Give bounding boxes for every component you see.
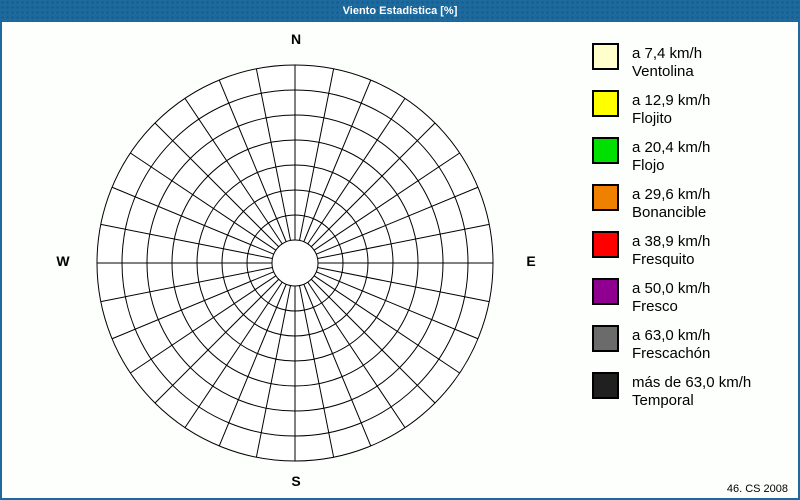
grid-spoke — [154, 122, 280, 248]
legend-speed-label: a 50,0 km/h — [632, 280, 711, 297]
legend-speed-label: a 38,9 km/h — [632, 233, 711, 250]
legend-name-label: Flojo — [632, 157, 665, 174]
grid-spoke — [313, 152, 460, 251]
compass-label-south: S — [291, 473, 301, 489]
legend-swatch — [592, 278, 619, 305]
grid-spoke — [218, 79, 287, 242]
compass-label-west: W — [56, 253, 70, 269]
title-bar[interactable]: Viento Estadística [%] — [0, 0, 800, 22]
grid-spoke — [303, 79, 372, 242]
legend-name-label: Ventolina — [632, 63, 694, 80]
grid-spoke — [111, 271, 274, 340]
grid-spoke — [298, 285, 335, 458]
legend-item: a 38,9 km/h Fresquito — [592, 231, 792, 278]
legend-swatch — [592, 43, 619, 70]
grid-spoke — [184, 98, 283, 245]
legend-swatch — [592, 325, 619, 352]
legend-item: a 20,4 km/h Flojo — [592, 137, 792, 184]
legend-swatch — [592, 184, 619, 211]
legend: a 7,4 km/h Ventolina a 12,9 km/h Flojito a 2… — [592, 43, 792, 419]
legend-item: a 29,6 km/h Bonancible — [592, 184, 792, 231]
grid-spoke — [317, 223, 490, 260]
grid-spoke — [310, 278, 436, 404]
grid-spoke — [317, 266, 490, 303]
legend-item: a 12,9 km/h Flojito — [592, 90, 792, 137]
legend-swatch — [592, 231, 619, 258]
legend-label: a 50,0 km/h Fresco — [632, 280, 710, 316]
legend-item: más de 63,0 km/h Temporal — [592, 372, 792, 419]
legend-swatch — [592, 90, 619, 117]
grid-spoke — [316, 271, 479, 340]
grid-spoke — [255, 68, 292, 241]
legend-swatch — [592, 372, 619, 399]
legend-speed-label: a 12,9 km/h — [632, 92, 711, 109]
legend-label: a 38,9 km/h Fresquito — [632, 233, 710, 269]
grid-spoke — [298, 68, 335, 241]
grid-spoke — [313, 275, 460, 374]
grid-ring — [271, 239, 319, 287]
legend-speed-label: a 63,0 km/h — [632, 327, 711, 344]
grid-spoke — [100, 266, 273, 303]
legend-name-label: Fresco — [632, 298, 678, 315]
legend-item: a 7,4 km/h Ventolina — [592, 43, 792, 90]
grid-spoke — [307, 281, 406, 428]
legend-label: más de 63,0 km/h Temporal — [632, 374, 751, 410]
compass-label-north: N — [290, 31, 302, 47]
grid-spoke — [307, 98, 406, 245]
legend-name-label: Flojito — [632, 110, 673, 127]
window-title: Viento Estadística [%] — [342, 5, 458, 17]
legend-speed-label: más de 63,0 km/h — [632, 374, 752, 391]
legend-label: a 20,4 km/h Flojo — [632, 139, 710, 175]
legend-label: a 7,4 km/h Ventolina — [632, 45, 702, 81]
grid-spoke — [154, 278, 280, 404]
footer-credit: 46. CS 2008 — [726, 483, 788, 495]
legend-label: a 12,9 km/h Flojito — [632, 92, 710, 128]
grid-spoke — [316, 186, 479, 255]
legend-speed-label: a 7,4 km/h — [632, 45, 703, 62]
legend-item: a 50,0 km/h Fresco — [592, 278, 792, 325]
wind-rose-chart — [96, 64, 494, 462]
legend-label: a 29,6 km/h Bonancible — [632, 186, 710, 222]
legend-speed-label: a 20,4 km/h — [632, 139, 711, 156]
grid-spoke — [100, 223, 273, 260]
compass-label-east: E — [526, 253, 536, 269]
grid-spoke — [130, 275, 277, 374]
grid-spoke — [111, 186, 274, 255]
grid-spoke — [310, 122, 436, 248]
legend-swatch — [592, 137, 619, 164]
legend-name-label: Bonancible — [632, 204, 707, 221]
grid-spoke — [255, 285, 292, 458]
grid-spoke — [184, 281, 283, 428]
legend-speed-label: a 29,6 km/h — [632, 186, 711, 203]
grid-spoke — [303, 284, 372, 447]
legend-label: a 63,0 km/h Frescachón — [632, 327, 710, 363]
legend-item: a 63,0 km/h Frescachón — [592, 325, 792, 372]
legend-name-label: Frescachón — [632, 345, 711, 362]
legend-name-label: Fresquito — [632, 251, 695, 268]
grid-spoke — [218, 284, 287, 447]
legend-name-label: Temporal — [632, 392, 694, 409]
chart-area: N E S W a 7,4 km/h Ventolina a 12,9 km/h Fl… — [0, 22, 800, 500]
grid-spoke — [130, 152, 277, 251]
